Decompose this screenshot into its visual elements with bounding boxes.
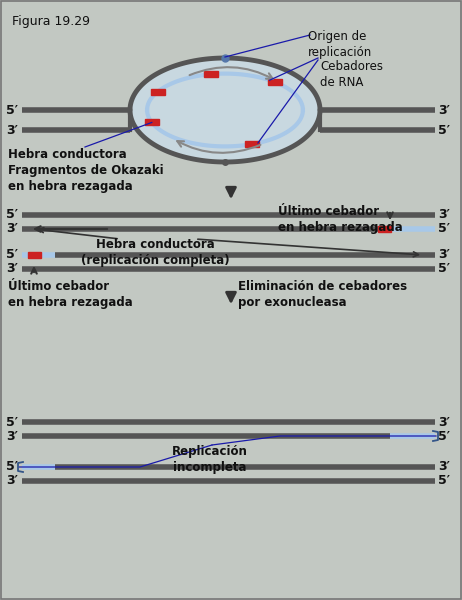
Text: 3′: 3′ xyxy=(438,248,450,262)
Bar xyxy=(245,141,259,147)
Text: Último cebador
en hebra rezagada: Último cebador en hebra rezagada xyxy=(278,205,403,234)
Text: 5′: 5′ xyxy=(6,103,18,116)
Text: Cebadores
de RNA: Cebadores de RNA xyxy=(320,60,383,89)
Text: 3′: 3′ xyxy=(438,208,450,221)
Ellipse shape xyxy=(130,58,320,162)
Text: 3′: 3′ xyxy=(6,263,18,275)
Text: 3′: 3′ xyxy=(6,124,18,136)
Text: Figura 19.29: Figura 19.29 xyxy=(12,15,90,28)
Text: 5′: 5′ xyxy=(6,248,18,262)
Text: 3′: 3′ xyxy=(438,103,450,116)
Text: 5′: 5′ xyxy=(6,415,18,428)
Bar xyxy=(145,119,159,125)
Text: 5′: 5′ xyxy=(438,124,450,136)
Text: 3′: 3′ xyxy=(438,415,450,428)
Text: Eliminación de cebadores
por exonucleasa: Eliminación de cebadores por exonucleasa xyxy=(238,280,407,309)
Text: 3′: 3′ xyxy=(6,475,18,487)
Text: Origen de
replicación: Origen de replicación xyxy=(308,30,372,59)
Text: 5′: 5′ xyxy=(438,263,450,275)
Text: Hebra conductora: Hebra conductora xyxy=(8,148,127,161)
Text: Último cebador
en hebra rezagada: Último cebador en hebra rezagada xyxy=(8,280,133,309)
Text: 3′: 3′ xyxy=(438,461,450,473)
Bar xyxy=(28,252,41,258)
Text: 5′: 5′ xyxy=(6,208,18,221)
Text: Hebra conductora
(replicación completa): Hebra conductora (replicación completa) xyxy=(81,238,229,267)
Text: 5′: 5′ xyxy=(6,461,18,473)
Text: Replicación
incompleta: Replicación incompleta xyxy=(172,445,248,474)
Text: Fragmentos de Okazaki
en hebra rezagada: Fragmentos de Okazaki en hebra rezagada xyxy=(8,164,164,193)
Bar xyxy=(205,71,219,77)
Text: 5′: 5′ xyxy=(438,223,450,235)
Bar xyxy=(268,79,282,85)
Text: 5′: 5′ xyxy=(438,430,450,443)
Text: 5′: 5′ xyxy=(438,475,450,487)
Text: 3′: 3′ xyxy=(6,223,18,235)
Text: 3′: 3′ xyxy=(6,430,18,443)
Bar xyxy=(377,226,390,232)
Bar xyxy=(151,89,164,95)
